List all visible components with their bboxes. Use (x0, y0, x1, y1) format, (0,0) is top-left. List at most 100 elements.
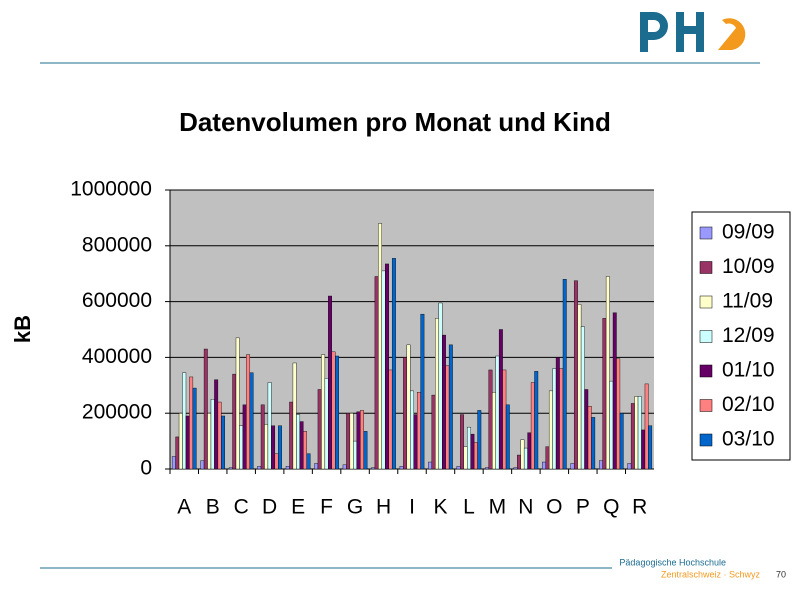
bar (228, 467, 233, 470)
bar (648, 425, 653, 470)
legend-swatch (699, 295, 713, 309)
bar (185, 415, 190, 470)
bar (445, 365, 450, 470)
bar (523, 447, 528, 470)
bar (416, 392, 421, 470)
bar (637, 396, 642, 470)
bar (530, 382, 535, 470)
bar (641, 429, 646, 470)
y-tick-label: 0 (140, 457, 152, 480)
bar (342, 464, 347, 470)
bar (619, 413, 624, 470)
bar (420, 313, 425, 470)
bar (371, 467, 376, 470)
bar (520, 439, 525, 470)
bar (356, 411, 361, 470)
bar (477, 410, 482, 470)
x-tick-label: P (576, 496, 590, 519)
page-number: 70 (776, 569, 786, 579)
logo-z (718, 18, 746, 50)
x-tick-label: C (234, 496, 249, 519)
bar (314, 463, 319, 470)
x-tick-label: A (177, 496, 191, 519)
bar (644, 383, 649, 470)
bar (609, 380, 614, 470)
bar (517, 454, 521, 470)
bar (182, 372, 187, 470)
bar (285, 466, 290, 470)
legend-swatch (699, 330, 713, 343)
bar (189, 376, 194, 470)
bar (435, 318, 439, 470)
x-tick-label: Q (603, 496, 619, 519)
bar (321, 354, 326, 470)
bar (399, 466, 404, 470)
logo-h (676, 12, 704, 52)
bar (605, 276, 610, 470)
bar (545, 446, 550, 470)
bar (349, 413, 354, 470)
bar (428, 461, 433, 470)
bar (463, 446, 468, 470)
bar (378, 223, 383, 470)
bar (175, 436, 180, 470)
bar (324, 378, 329, 470)
bar (473, 442, 478, 470)
bar (577, 304, 582, 470)
bar (406, 344, 411, 470)
bar (346, 413, 351, 470)
bar (264, 424, 269, 470)
bar (438, 302, 443, 470)
footer-location: Zentralschweiz · Schwyz (661, 569, 761, 579)
plot: 0 200000 400000 600000 800000 1000000 A B C D E F G H… (70, 178, 791, 519)
bar (353, 440, 357, 470)
x-tick-label: M (489, 496, 507, 519)
bar (317, 389, 322, 470)
bar (360, 410, 364, 470)
bar (403, 357, 408, 470)
bar (385, 263, 389, 470)
bar (559, 368, 564, 470)
bar (502, 369, 507, 470)
y-axis-label: kB (10, 315, 35, 343)
legend: 09/09 10/09 11/09 12/09 01/10 02/10 03/10 (691, 211, 791, 461)
chart-title: Datenvolumen pro Monat und Kind (179, 107, 611, 137)
bar (570, 463, 575, 470)
bar (542, 461, 546, 470)
y-tick-label: 600000 (82, 289, 152, 312)
bar (267, 382, 272, 470)
bar (534, 371, 539, 470)
bar (306, 453, 311, 470)
bar (207, 413, 212, 470)
bar (260, 404, 265, 470)
y-tick-label: 200000 (82, 401, 152, 424)
bar (381, 270, 386, 470)
bar (505, 404, 510, 470)
bar (612, 312, 617, 470)
x-tick-label: I (409, 496, 415, 519)
x-tick-label: D (262, 496, 277, 519)
bar (335, 355, 339, 470)
legend-label: 01/10 (722, 359, 775, 382)
bar (299, 421, 304, 470)
bar (328, 295, 332, 470)
x-tick-label: N (518, 496, 533, 519)
bar (192, 387, 197, 470)
bar (235, 337, 240, 470)
bar (562, 279, 567, 470)
legend-label: 12/09 (722, 324, 775, 347)
bar (495, 355, 500, 470)
bar (498, 329, 503, 470)
x-tick-label: B (206, 496, 220, 519)
bar (591, 417, 596, 470)
bar (374, 276, 379, 470)
y-tick-label: 1000000 (70, 178, 152, 201)
bar (289, 401, 294, 470)
bar (573, 280, 578, 470)
legend-label: 11/09 (722, 290, 773, 313)
x-tick-label: R (632, 496, 647, 519)
legend-swatch (699, 433, 713, 447)
bar (232, 373, 237, 470)
bar (242, 404, 247, 470)
bar (271, 425, 276, 470)
